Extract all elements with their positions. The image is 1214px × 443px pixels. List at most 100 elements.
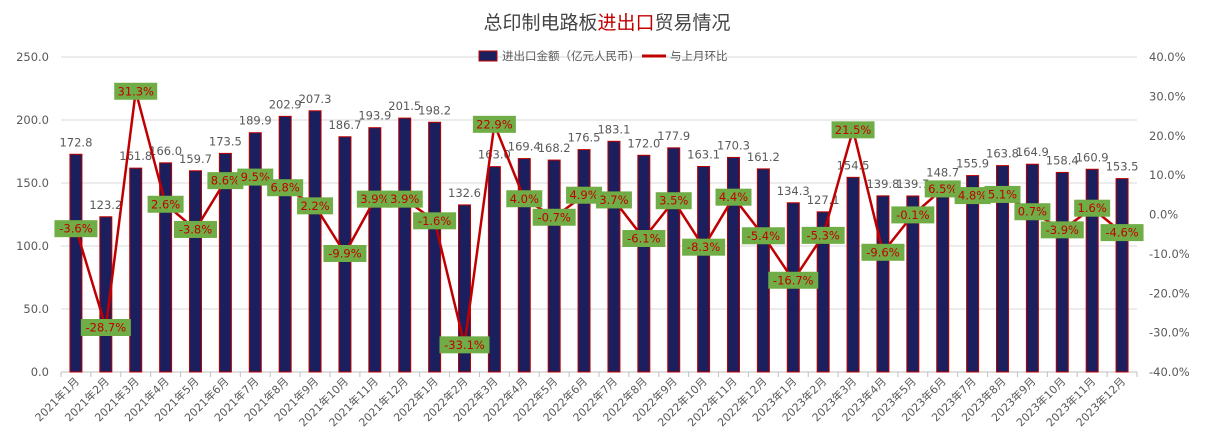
line-label-box	[954, 187, 991, 205]
bar	[428, 121, 442, 373]
bar	[159, 162, 173, 373]
bar	[697, 165, 711, 373]
line-value-label: 21.5%	[835, 123, 872, 137]
bar-value-label: 134.3	[777, 184, 810, 198]
line-value-label: -5.3%	[806, 228, 839, 242]
bar-value-label: 168.2	[538, 141, 571, 155]
bar	[69, 153, 83, 373]
line-value-label: 4.0%	[510, 192, 539, 206]
line-label-box	[80, 319, 131, 337]
line-value-label: -1.6%	[418, 214, 451, 228]
bar-value-label: 186.7	[328, 118, 361, 132]
line-label-box	[768, 271, 819, 289]
bar	[846, 176, 860, 373]
bar-value-label: 155.9	[956, 157, 989, 171]
line-value-label: 3.9%	[390, 192, 419, 206]
bar	[189, 170, 202, 373]
line-label-box	[924, 180, 961, 198]
line-value-label: -0.1%	[896, 208, 929, 222]
bar-value-label: 161.8	[119, 149, 152, 163]
line-label-box	[655, 192, 692, 210]
legend-line-label: 与上月环比	[670, 49, 728, 63]
bar	[308, 110, 322, 373]
line-value-label: 3.7%	[599, 193, 628, 207]
line-value-label: 2.6%	[151, 197, 180, 211]
bar	[996, 165, 1009, 373]
line-label-box	[1040, 221, 1084, 239]
line-value-label: -8.3%	[687, 240, 720, 254]
y-left-tick-label: 200.0	[16, 113, 49, 127]
y-right-tick-label: 0.0%	[1149, 208, 1178, 222]
bar-value-label: 123.2	[89, 198, 122, 212]
line-label-box	[323, 244, 367, 262]
bar	[876, 195, 890, 373]
bar	[936, 184, 950, 373]
bar-value-label: 163.0	[478, 148, 511, 162]
line-label-box	[174, 220, 217, 238]
line-value-label: -5.4%	[747, 229, 780, 243]
bar	[547, 159, 561, 373]
bar-value-label: 173.5	[209, 134, 242, 148]
line-label-box	[472, 115, 516, 133]
bar-value-label: 161.2	[747, 150, 780, 164]
line-value-label: -16.7%	[773, 273, 814, 287]
line-label-box	[861, 243, 905, 261]
line-value-label: -6.1%	[627, 232, 660, 246]
bar	[218, 152, 232, 373]
line-value-label: -9.6%	[866, 245, 899, 259]
line-label-box	[715, 188, 752, 206]
line-label-box	[1074, 199, 1111, 217]
line-label-box	[532, 208, 576, 226]
line-value-label: 4.9%	[569, 188, 598, 202]
bar	[607, 140, 621, 373]
line-value-label: -3.6%	[59, 222, 92, 236]
bar-value-label: 172.0	[627, 136, 660, 150]
y-right-tick-label: -20.0%	[1149, 286, 1190, 300]
bar-value-label: 159.7	[179, 152, 212, 166]
bar	[966, 175, 980, 373]
line-value-label: 5.1%	[988, 187, 1017, 201]
line-value-label: 0.7%	[1018, 205, 1047, 219]
bar-value-label: 153.5	[1106, 160, 1139, 174]
bar	[129, 167, 143, 373]
line-label-box	[566, 186, 603, 204]
chart-title-prefix: 总印制电路板	[483, 12, 598, 34]
bar-value-label: 189.9	[239, 114, 272, 128]
bar	[667, 147, 681, 373]
line-label-box	[386, 190, 423, 208]
line-label-box	[207, 172, 244, 190]
line-label-box	[506, 190, 543, 208]
line-value-label: -33.1%	[444, 338, 485, 352]
bar	[398, 117, 412, 373]
line-label-box	[267, 179, 304, 197]
bar-value-label: 158.4	[1046, 153, 1079, 167]
chart-title-suffix: 贸易情况	[654, 12, 731, 34]
line-label-box	[622, 230, 666, 248]
bar	[1115, 178, 1129, 373]
line-value-label: -3.9%	[1046, 223, 1079, 237]
line-value-label: -3.8%	[179, 222, 212, 236]
line-label-box	[356, 190, 393, 208]
line-label-box	[54, 220, 98, 238]
bar	[1055, 171, 1069, 373]
legend-bar-swatch	[478, 50, 498, 62]
bar-value-label: 170.3	[717, 138, 750, 152]
line-value-label: 3.9%	[360, 192, 389, 206]
bar	[1085, 168, 1099, 373]
line-value-label: 4.8%	[958, 189, 987, 203]
bar	[727, 156, 740, 373]
bar	[906, 195, 920, 373]
line-label-box	[1014, 203, 1051, 221]
line-value-label: -4.6%	[1105, 226, 1138, 240]
y-right-tick-label: 30.0%	[1149, 89, 1186, 103]
y-left-tick-label: 250.0	[16, 50, 49, 64]
line-label-box	[297, 197, 334, 215]
bar-value-label: 163.8	[986, 147, 1019, 161]
bar-value-label: 176.5	[568, 131, 601, 145]
y-right-tick-label: 40.0%	[1149, 50, 1186, 64]
line-value-label: 22.9%	[476, 117, 513, 131]
line-value-label: 3.5%	[659, 194, 688, 208]
line-label-box	[1100, 224, 1144, 242]
line-value-label: 4.4%	[719, 190, 748, 204]
y-left-tick-label: 100.0	[16, 239, 49, 253]
